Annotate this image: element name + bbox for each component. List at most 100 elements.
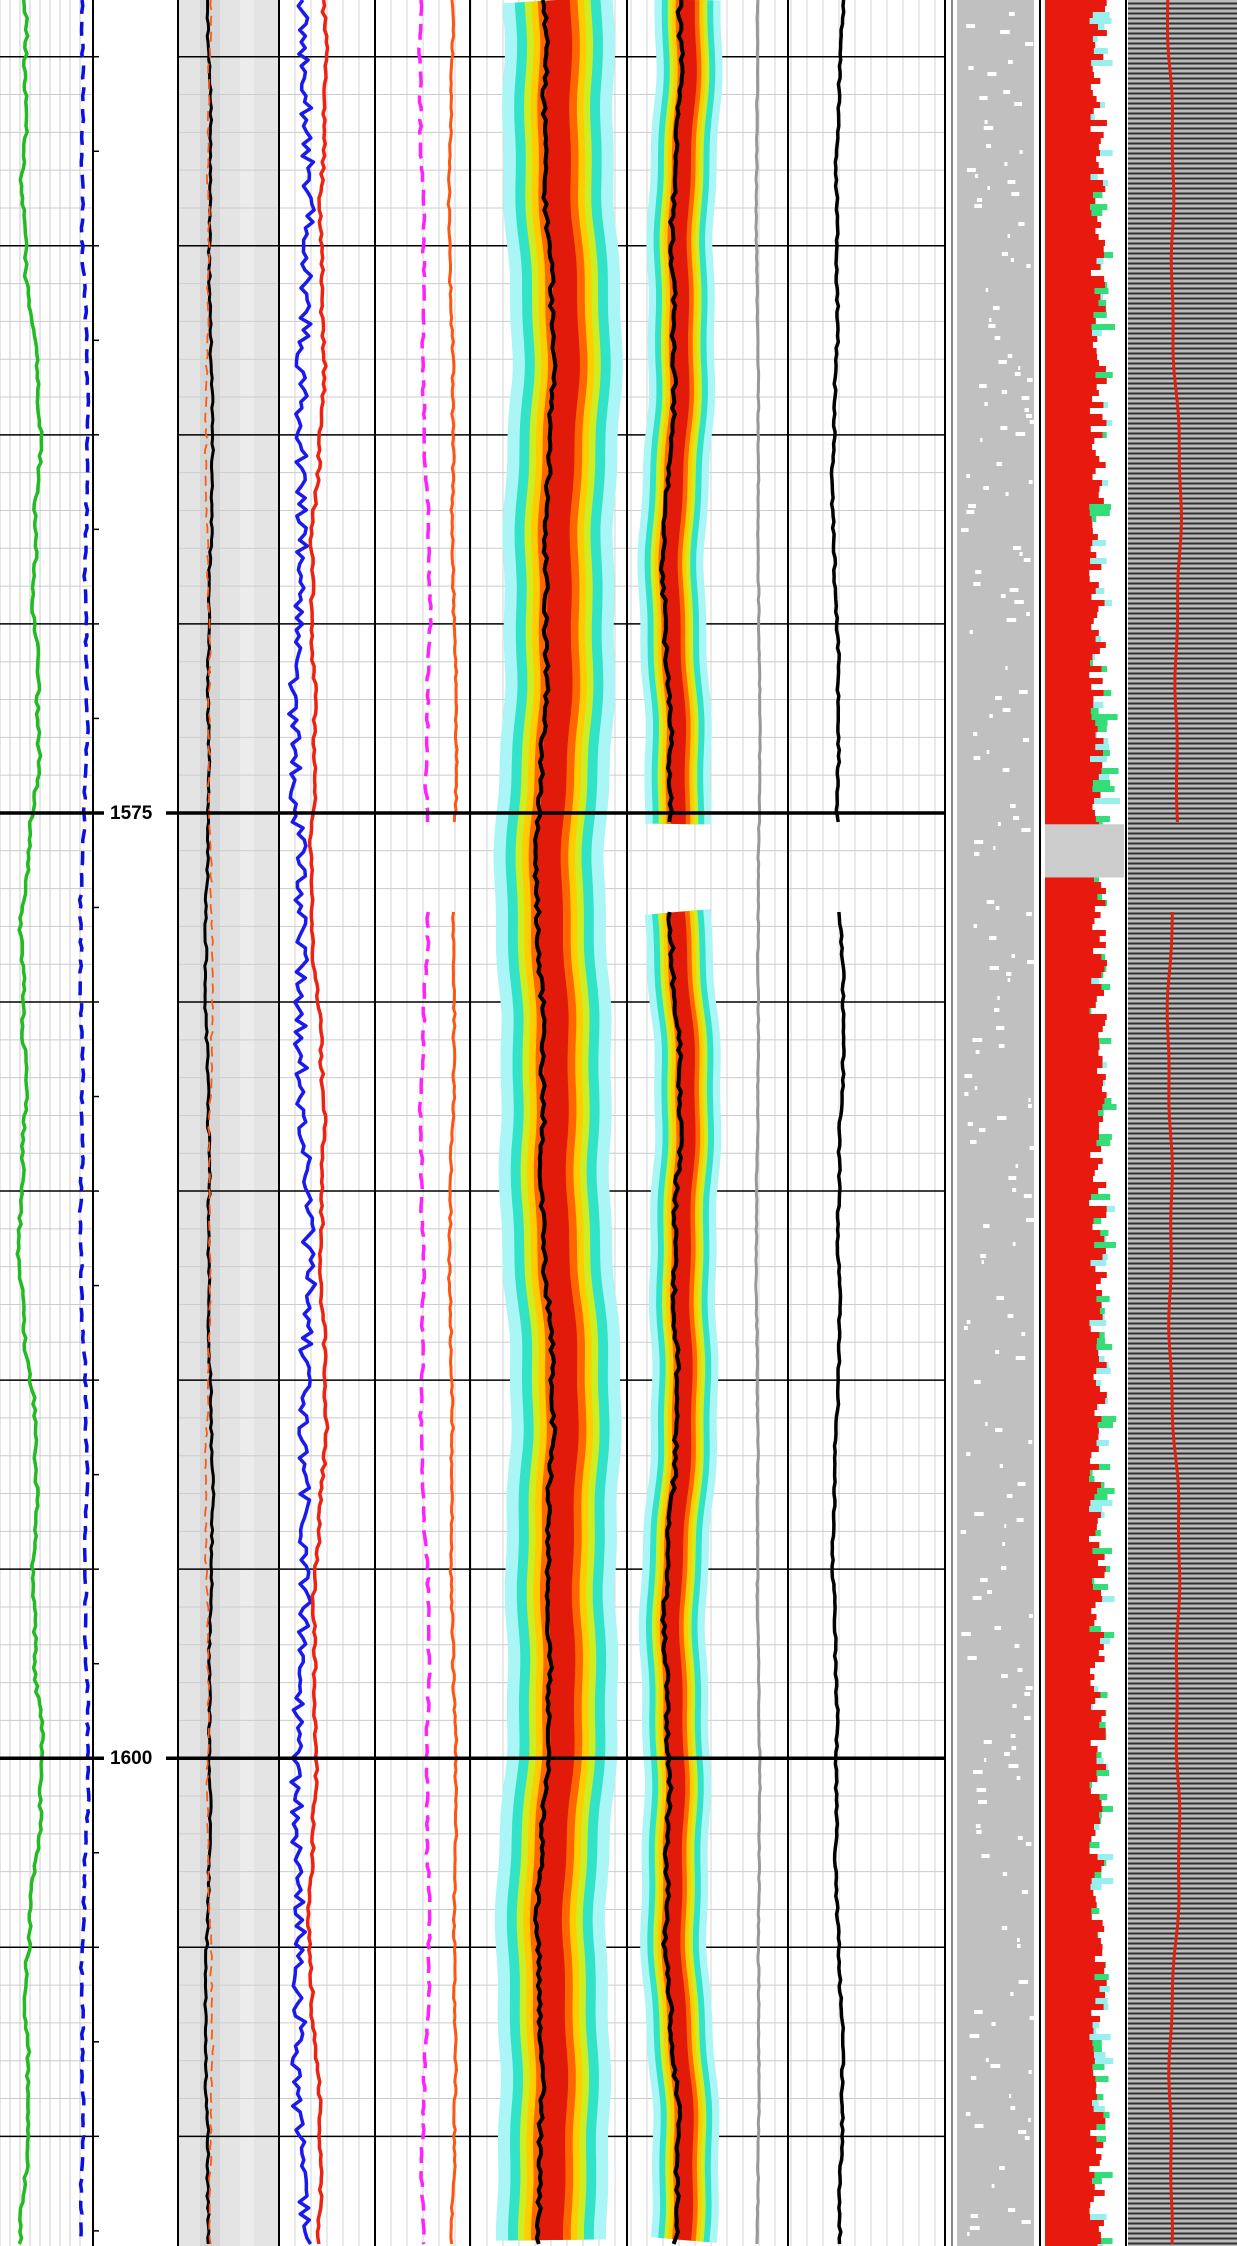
- image-red: [1045, 1974, 1095, 1980]
- image-speck: [989, 966, 999, 970]
- image-red: [1045, 1182, 1107, 1188]
- image-red: [1045, 792, 1101, 798]
- image-red: [1045, 1812, 1100, 1818]
- image-green: [1096, 1752, 1102, 1758]
- image-red: [1045, 204, 1091, 210]
- image-red: [1045, 2058, 1095, 2064]
- image-green: [1100, 1692, 1108, 1698]
- image-green: [1091, 210, 1103, 216]
- image-green: [1105, 1734, 1107, 1740]
- image-red: [1045, 2136, 1097, 2142]
- image-red: [1045, 12, 1093, 18]
- image-red: [1045, 684, 1092, 690]
- image-green: [1089, 1008, 1092, 1014]
- image-red: [1045, 534, 1098, 540]
- image-green: [1091, 324, 1115, 330]
- image-green: [1102, 432, 1107, 438]
- image-red: [1045, 1056, 1103, 1062]
- image-speck: [1000, 30, 1010, 34]
- image-speck: [1007, 234, 1010, 238]
- image-speck: [960, 528, 969, 532]
- image-red: [1045, 966, 1105, 972]
- image-red: [1045, 1440, 1097, 1446]
- image-green: [1097, 1404, 1099, 1410]
- image-red: [1045, 1914, 1092, 1920]
- image-green: [1101, 1416, 1117, 1422]
- image-speck: [979, 384, 987, 388]
- image-red: [1045, 1308, 1100, 1314]
- image-red: [1045, 78, 1101, 84]
- image-green: [1091, 714, 1118, 720]
- image-speck: [1004, 1752, 1010, 1756]
- image-green: [1093, 780, 1111, 786]
- image-red: [1045, 1068, 1098, 1074]
- image-red: [1045, 1668, 1091, 1674]
- image-green: [1102, 1806, 1113, 1812]
- image-green: [1101, 666, 1107, 672]
- image-speck: [1017, 1836, 1023, 1840]
- image-red: [1045, 2220, 1104, 2226]
- image-red: [1045, 1848, 1090, 1854]
- image-green: [1101, 2238, 1113, 2244]
- image-red: [1045, 1476, 1090, 1482]
- image-green: [1096, 2124, 1106, 2130]
- image-red: [1045, 1500, 1091, 1506]
- image-speck: [993, 306, 1000, 310]
- image-red: [1045, 492, 1099, 498]
- image-red: [1045, 2004, 1104, 2010]
- image-red: [1045, 942, 1106, 948]
- image-red: [1045, 246, 1104, 252]
- image-red: [1045, 978, 1092, 984]
- image-red: [1045, 1110, 1099, 1116]
- image-speck: [1009, 2094, 1012, 2098]
- image-speck: [1028, 2070, 1032, 2074]
- image-red: [1045, 1356, 1100, 1362]
- image-speck: [991, 2184, 995, 2188]
- image-speck: [1011, 954, 1016, 958]
- image-speck: [981, 1260, 984, 1264]
- image-speck: [1028, 2118, 1031, 2122]
- image-green: [1090, 660, 1093, 666]
- image-green: [1089, 18, 1112, 24]
- image-speck: [1028, 1614, 1034, 1618]
- image-red: [1045, 462, 1106, 468]
- image-speck: [964, 1092, 969, 1096]
- image-red: [1045, 1542, 1100, 1548]
- image-red: [1045, 1584, 1094, 1590]
- image-red: [1045, 1686, 1095, 1692]
- image-speck: [964, 1326, 968, 1330]
- image-green: [1092, 786, 1115, 792]
- image-green: [1097, 1488, 1115, 1494]
- image-speck: [1012, 1704, 1017, 1708]
- image-speck: [995, 1428, 1003, 1432]
- image-red: [1045, 2088, 1096, 2094]
- image-green: [1094, 1494, 1108, 1500]
- image-red: [1045, 1224, 1093, 1230]
- image-speck: [1002, 708, 1011, 712]
- image-green: [1097, 1932, 1100, 1938]
- image-red: [1045, 276, 1105, 282]
- image-red: [1045, 300, 1099, 306]
- image-green: [1099, 1812, 1102, 1818]
- image-red: [1045, 1092, 1107, 1098]
- image-green: [1101, 972, 1104, 978]
- image-green: [1092, 2022, 1100, 2028]
- image-speck: [1026, 612, 1030, 616]
- image-green: [1089, 1476, 1095, 1482]
- image-red: [1045, 1950, 1103, 1956]
- image-red: [1045, 66, 1093, 72]
- image-red: [1045, 1200, 1090, 1206]
- image-red: [1045, 1548, 1093, 1554]
- image-speck: [993, 846, 996, 850]
- image-red: [1045, 1644, 1104, 1650]
- image-green: [1090, 1260, 1107, 1266]
- image-red: [1045, 648, 1100, 654]
- image-speck: [975, 1050, 980, 1054]
- image-red: [1045, 486, 1100, 492]
- image-red: [1045, 810, 1095, 816]
- image-speck: [1028, 1098, 1031, 1102]
- image-green: [1091, 516, 1097, 522]
- orange-dashed-curve: [204, 0, 215, 2245]
- image-speck: [1016, 1776, 1021, 1780]
